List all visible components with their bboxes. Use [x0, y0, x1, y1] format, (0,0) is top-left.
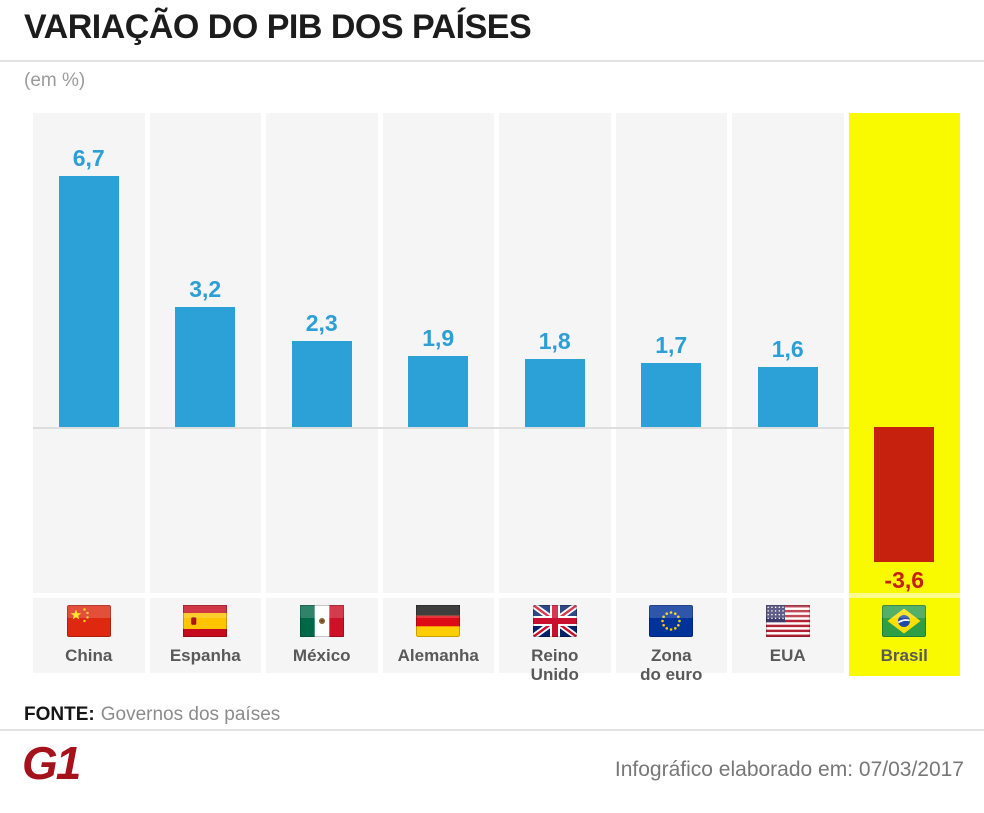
uk-flag-icon	[532, 605, 577, 637]
source-line: FONTE: Governos dos países	[24, 704, 280, 726]
chart-column-highlight-brasil	[848, 113, 960, 676]
value-label-brasil: -3,6	[884, 567, 925, 593]
value-label-espanha: 3,2	[189, 276, 222, 302]
country-tile-mexico: México	[266, 598, 378, 673]
source-value: Governos dos países	[100, 704, 281, 725]
chart-column-alemanha	[382, 113, 494, 593]
mexico-flag-icon	[299, 605, 344, 637]
value-label-reino-unido: 1,8	[538, 328, 571, 354]
brazil-flag-icon	[882, 605, 927, 637]
country-label-eua: EUA	[769, 646, 806, 665]
title-divider	[0, 60, 984, 62]
country-tile-eua: EUA	[732, 598, 844, 673]
country-label-brasil: Brasil	[880, 646, 928, 665]
country-tile-brasil: Brasil	[849, 598, 961, 673]
footer-divider	[0, 729, 984, 731]
value-label-mexico: 2,3	[305, 310, 338, 336]
bar-china	[58, 176, 119, 427]
credit-text: Infográfico elaborado em: 07/03/2017	[614, 758, 964, 781]
bar-alemanha	[408, 356, 469, 427]
usa-flag-icon	[765, 605, 810, 637]
bar-mexico	[291, 341, 352, 427]
country-tile-reino-unido: Reino Unido	[499, 598, 611, 684]
china-flag-icon	[66, 605, 111, 637]
bar-zona-do-euro	[641, 363, 702, 427]
country-tile-alemanha: Alemanha	[382, 598, 494, 673]
bar-eua	[757, 367, 818, 427]
country-label-zona-do-euro: Zona do euro	[640, 646, 703, 684]
value-label-alemanha: 1,9	[422, 325, 455, 351]
spain-flag-icon	[183, 605, 228, 637]
page-title: VARIAÇÃO DO PIB DOS PAÍSES	[24, 8, 532, 46]
country-label-espanha: Espanha	[169, 646, 241, 665]
eu-flag-icon	[649, 605, 694, 637]
bar-brasil	[874, 427, 935, 562]
country-label-reino-unido: Reino Unido	[530, 646, 579, 684]
value-label-china: 6,7	[72, 145, 105, 171]
highlight-gap-line	[848, 593, 960, 598]
country-label-china: China	[65, 646, 113, 665]
bar-espanha	[175, 307, 236, 427]
chart-column-reino-unido	[499, 113, 611, 593]
chart-column-eua	[732, 113, 844, 593]
value-label-zona-do-euro: 1,7	[655, 332, 688, 358]
chart-column-zona-do-euro	[615, 113, 727, 593]
value-label-eua: 1,6	[771, 336, 804, 362]
country-tile-china: China	[33, 598, 145, 673]
country-tile-zona-do-euro: Zona do euro	[615, 598, 727, 684]
source-label: FONTE:	[24, 704, 95, 725]
country-label-mexico: México	[292, 646, 351, 665]
chart-unit-label: (em %)	[24, 70, 86, 91]
country-label-alemanha: Alemanha	[397, 646, 479, 665]
country-tile-espanha: Espanha	[149, 598, 261, 673]
bar-reino-unido	[524, 359, 585, 427]
g1-logo: G1	[22, 737, 81, 789]
germany-flag-icon	[416, 605, 461, 637]
zero-axis-line	[33, 427, 960, 429]
